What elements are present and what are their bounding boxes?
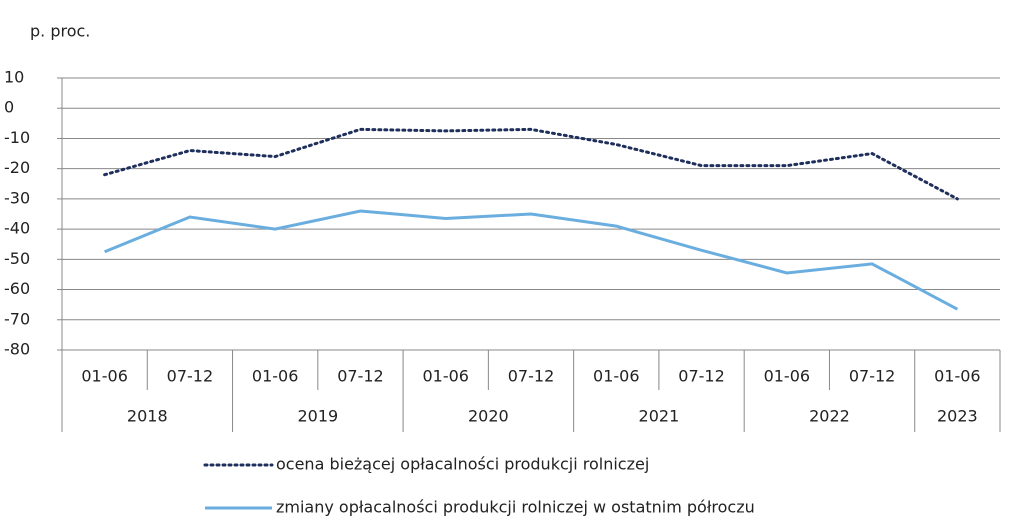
y-tick-label: 0 [4,98,14,117]
y-tick-label: -10 [4,128,30,147]
y-axis-label: p. proc. [30,22,90,41]
y-tick-label: 10 [4,68,24,87]
y-tick-label: -70 [4,309,30,328]
x-tick-label: 01-06 [252,367,299,386]
data-line [103,127,959,201]
x-tick-label: 01-06 [593,367,640,386]
x-group-label: 2020 [468,407,509,426]
y-tick-label: -30 [4,188,30,207]
x-group-label: 2023 [937,407,978,426]
x-group-label: 2022 [809,407,850,426]
y-tick-label: -80 [4,340,30,359]
x-tick-label: 07-12 [167,367,214,386]
x-group-label: 2019 [297,407,338,426]
x-tick-label: 01-06 [764,367,811,386]
x-group-label: 2021 [639,407,680,426]
x-tick-label: 07-12 [508,367,555,386]
y-tick-label: -60 [4,279,30,298]
data-line [104,209,959,311]
x-tick-label: 01-06 [81,367,128,386]
y-tick-label: -20 [4,158,30,177]
x-tick-label: 01-06 [422,367,469,386]
y-tick-label: -50 [4,249,30,268]
legend-label: ocena bieżącej opłacalności produkcji ro… [276,455,649,474]
legend-label: zmiany opłacalności produkcji rolniczej … [276,498,755,517]
x-tick-label: 01-06 [934,367,981,386]
x-tick-label: 07-12 [337,367,384,386]
x-group-label: 2018 [127,407,168,426]
y-tick-label: -40 [4,219,30,238]
x-tick-label: 07-12 [678,367,725,386]
x-tick-label: 07-12 [849,367,896,386]
